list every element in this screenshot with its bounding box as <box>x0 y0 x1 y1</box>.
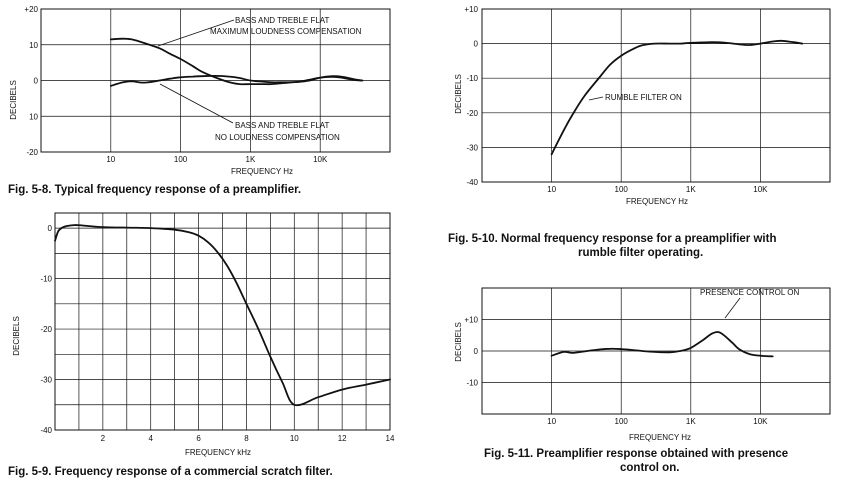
fig511-xtick-label: 10 <box>547 417 556 426</box>
fig511-xtick-label: 10K <box>753 417 768 426</box>
fig-5-10-leader <box>588 96 604 101</box>
fig-5-11-leader <box>724 297 741 319</box>
fig-5-10-caption-line-2: rumble filter operating. <box>578 247 703 259</box>
fig-5-11-caption-line-1: Fig. 5-11. Preamplifier response obtaine… <box>484 448 788 460</box>
fig58-xtick-label: 1K <box>246 155 256 164</box>
fig59-ytick-label: -10 <box>40 275 52 284</box>
fig-5-11-chart: 10 100 1K 10K+100-10 DECIBELS FREQUENCY Hz … <box>454 287 831 474</box>
fig510-xtick-label: 1K <box>686 185 696 194</box>
fig59-xtick-label: 4 <box>148 434 153 443</box>
fig58-xtick-label: 10 <box>106 155 115 164</box>
fig-5-11-xlabel: FREQUENCY Hz <box>629 433 691 442</box>
fig59-xtick-label: 8 <box>244 434 249 443</box>
fig511-xtick-label: 1K <box>686 417 696 426</box>
fig-5-10-chart: 10 100 1K 10K +10 0 -10 -20 -30 -40 DECIBELS FREQ… <box>448 5 831 259</box>
fig510-ytick-label: -40 <box>466 178 478 187</box>
fig58-xtick-label: 100 <box>174 155 188 164</box>
fig510-ytick-label: 0 <box>474 40 479 49</box>
fig510-ytick-label: +10 <box>464 5 478 14</box>
fig-5-10-ylabel: DECIBELS <box>454 74 463 114</box>
fig59-series-1-line <box>54 224 391 407</box>
fig510-ytick-label: -20 <box>466 109 478 118</box>
fig510-ytick-label: -30 <box>466 143 478 152</box>
fig59-xtick-label: 14 <box>386 434 395 443</box>
fig511-series-1-line <box>550 331 774 358</box>
fig511-xtick-label: 100 <box>615 417 629 426</box>
fig59-ytick-label: -40 <box>40 426 52 435</box>
fig510-xtick-label: 10K <box>753 185 768 194</box>
fig59-xtick-label: 2 <box>101 434 106 443</box>
fig58-ytick-label: +20 <box>24 5 38 14</box>
fig-5-9-ylabel: DECIBELS <box>12 316 21 356</box>
fig58-ytick-label: 10 <box>29 112 38 121</box>
fig510-ytick-label: -10 <box>466 74 478 83</box>
fig59-ytick-label: -20 <box>40 325 52 334</box>
fig59-ytick-label: -30 <box>40 376 52 385</box>
fig59-xtick-label: 10 <box>290 434 299 443</box>
fig58-xtick-label: 10K <box>313 155 328 164</box>
fig-5-8-xlabel: FREQUENCY Hz <box>231 167 293 176</box>
fig511-ytick-label: -10 <box>466 379 478 388</box>
fig58-ytick-label: 0 <box>34 77 39 86</box>
fig-5-11-caption-line-2: control on. <box>620 462 679 474</box>
fig59-xtick-label: 6 <box>196 434 201 443</box>
fig510-xtick-label: 100 <box>615 185 629 194</box>
fig-5-10-caption-line-1: Fig. 5-10. Normal frequency response for… <box>448 233 776 245</box>
fig-5-8-annotation-2: MAXIMUM LOUDNESS COMPENSATION <box>210 27 362 36</box>
fig-5-9-xlabel: FREQUENCY kHz <box>185 448 251 457</box>
fig58-ytick-label: 10 <box>29 41 38 50</box>
fig-5-10-xlabel: FREQUENCY Hz <box>626 197 688 206</box>
fig-5-8-caption: Fig. 5-8. Typical frequency response of … <box>8 184 301 196</box>
fig510-xtick-label: 10 <box>547 185 556 194</box>
fig-5-8-ylabel: DECIBELS <box>9 80 18 120</box>
fig-5-8-leader-2 <box>159 83 234 124</box>
fig59-xtick-label: 12 <box>338 434 347 443</box>
fig510-plot-frame <box>481 8 831 183</box>
fig-5-11-annotation: PRESENCE CONTROL ON <box>700 288 799 297</box>
fig-5-11-ylabel: DECIBELS <box>454 322 463 362</box>
fig-5-9-caption: Fig. 5-9. Frequency response of a commer… <box>8 466 333 478</box>
fig59-ytick-label: 0 <box>48 224 53 233</box>
fig-5-8-annotation-4: NO LOUDNESS COMPENSATION <box>215 133 340 142</box>
fig-5-8-annotation-1: BASS AND TREBLE FLAT <box>235 16 330 25</box>
fig58-series-2-line <box>109 74 364 87</box>
fig-5-8-annotation-3: BASS AND TREBLE FLAT <box>235 121 330 130</box>
fig510-series-1-line <box>550 39 804 156</box>
fig-5-8-leader-1 <box>157 19 235 47</box>
fig511-ytick-label: 0 <box>474 347 479 356</box>
fig511-ytick-label: +10 <box>464 316 478 325</box>
fig58-ytick-label: -20 <box>26 148 38 157</box>
fig-5-9-chart: 2 4 6 8 10 12 14 0 -10 -20 -30 -40 DECIBELS FREQUEN… <box>8 212 395 478</box>
fig-5-10-annotation: RUMBLE FILTER ON <box>605 93 682 102</box>
